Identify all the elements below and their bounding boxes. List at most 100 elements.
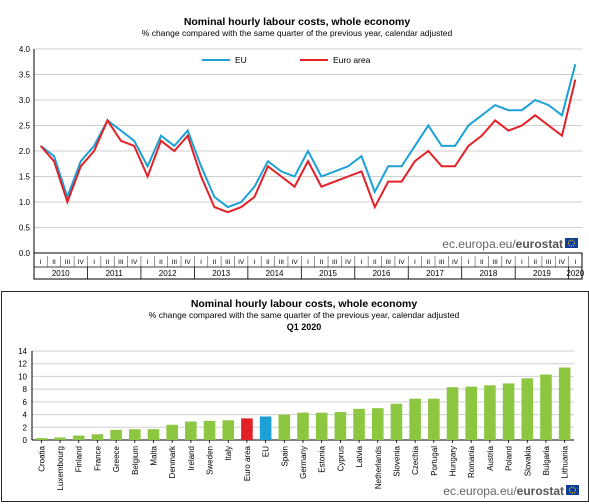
- x-year-label: 2014: [266, 269, 284, 278]
- x-category-label: Latvia: [355, 445, 364, 467]
- bar-malta: [147, 429, 160, 440]
- x-category-label: EU: [262, 446, 271, 457]
- x-tick-label: II: [373, 259, 377, 266]
- x-tick-label: I: [147, 259, 149, 266]
- x-category-label: Hungary: [449, 446, 458, 476]
- bar-chart-period: Q1 2020: [287, 322, 322, 332]
- x-category-label: Cyprus: [336, 446, 345, 471]
- x-tick-label: II: [52, 259, 56, 266]
- y-tick-label: 6: [23, 398, 28, 407]
- y-tick-label: 4: [23, 411, 28, 420]
- y-tick-label: 8: [23, 385, 28, 394]
- y-tick-label: 10: [18, 372, 27, 381]
- bar-cyprus: [334, 412, 347, 440]
- x-tick-label: I: [254, 259, 256, 266]
- x-year-label: 2013: [212, 269, 230, 278]
- bar-croatia: [35, 438, 48, 440]
- x-year-label: 2020: [566, 269, 584, 278]
- bar-slovenia: [390, 403, 403, 440]
- legend-label-eu: EU: [235, 55, 247, 65]
- y-tick-label: 1.5: [19, 173, 31, 182]
- x-category-label: Slovenia: [392, 445, 401, 476]
- x-tick-label: I: [93, 259, 95, 266]
- bar-czechia: [409, 398, 421, 440]
- x-year-label: 2018: [480, 269, 498, 278]
- bar-netherlands: [371, 408, 384, 440]
- x-category-label: Slovakia: [523, 445, 532, 476]
- x-tick-label: II: [320, 259, 324, 266]
- y-tick-label: 1.0: [19, 198, 31, 207]
- line-chart: Nominal hourly labour costs, whole econo…: [19, 16, 585, 280]
- bar-sweden: [203, 420, 216, 440]
- x-tick-label: II: [106, 259, 110, 266]
- x-tick-label: III: [225, 259, 231, 266]
- x-tick-label: II: [426, 259, 430, 266]
- bar-spain: [278, 414, 291, 440]
- x-year-label: 2011: [106, 269, 124, 278]
- y-tick-label: 0.5: [19, 224, 31, 233]
- x-tick-label: III: [385, 259, 391, 266]
- x-category-label: Malta: [149, 445, 158, 465]
- x-category-label: Germany: [299, 446, 308, 479]
- line-chart-subtitle: % change compared with the same quarter …: [142, 28, 453, 38]
- x-tick-label: IV: [292, 259, 299, 266]
- x-category-label: Denmark: [168, 445, 177, 478]
- line-chart-legend: EU Euro area: [202, 55, 371, 65]
- bar-austria: [484, 385, 496, 440]
- bar-lithuania: [558, 367, 571, 440]
- legend-label-euro-area: Euro area: [333, 55, 371, 65]
- bar-latvia: [353, 408, 365, 440]
- x-tick-label: I: [200, 259, 202, 266]
- watermark-text-2: ec.europa.eu/eurostat: [443, 484, 564, 498]
- line-chart-title: Nominal hourly labour costs, whole econo…: [184, 16, 411, 28]
- y-tick-label: 2: [23, 423, 28, 432]
- x-tick-label: III: [118, 259, 124, 266]
- series-line-eu: [40, 64, 577, 209]
- bar-chart: Nominal hourly labour costs, whole econo…: [18, 298, 579, 498]
- x-category-label: Sweden: [206, 446, 215, 475]
- y-tick-label: 14: [18, 347, 27, 356]
- x-tick-label: II: [213, 259, 217, 266]
- line-chart-panel: Nominal hourly labour costs, whole econo…: [1, 2, 589, 281]
- bar-hungary: [446, 387, 459, 440]
- watermark-text: ec.europa.eu/eurostat: [442, 237, 563, 251]
- x-category-label: Euro area: [243, 445, 252, 481]
- x-category-label: Poland: [505, 446, 514, 471]
- x-category-label: Netherlands: [374, 446, 383, 489]
- x-category-label: Czechia: [411, 445, 420, 474]
- bar-romania: [465, 386, 478, 440]
- x-category-label: Bulgaria: [542, 445, 551, 475]
- bar-france: [91, 434, 104, 440]
- x-tick-label: IV: [185, 259, 192, 266]
- x-category-label: Portugal: [430, 446, 439, 476]
- bar-portugal: [428, 398, 440, 440]
- x-category-label: Belgium: [131, 446, 140, 475]
- x-tick-label: IV: [505, 259, 512, 266]
- x-tick-label: III: [332, 259, 338, 266]
- x-tick-label: III: [279, 259, 285, 266]
- x-category-label: Luxembourg: [56, 446, 65, 490]
- x-category-label: Lithuania: [561, 445, 570, 478]
- x-year-label: 2012: [159, 269, 177, 278]
- x-tick-label: IV: [559, 259, 566, 266]
- x-tick-label: I: [467, 259, 469, 266]
- x-axis-box: [33, 252, 583, 280]
- x-category-label: France: [93, 445, 102, 470]
- x-tick-label: I: [307, 259, 309, 266]
- x-tick-label: II: [266, 259, 270, 266]
- y-tick-label: 0.0: [19, 249, 31, 258]
- x-tick-label: IV: [345, 259, 352, 266]
- x-tick-label: I: [414, 259, 416, 266]
- bar-slovakia: [521, 378, 534, 440]
- x-category-label: Croatia: [37, 445, 46, 471]
- bar-finland: [72, 435, 85, 440]
- x-category-label: Austria: [486, 445, 495, 470]
- x-tick-label: II: [533, 259, 537, 266]
- x-tick-label: IV: [238, 259, 245, 266]
- bar-eu: [259, 416, 272, 440]
- x-year-label: 2017: [426, 269, 444, 278]
- x-category-label: Greece: [112, 445, 121, 472]
- x-tick-label: III: [546, 259, 552, 266]
- bar-bulgaria: [540, 374, 552, 440]
- series-line-euro-area: [39, 79, 577, 214]
